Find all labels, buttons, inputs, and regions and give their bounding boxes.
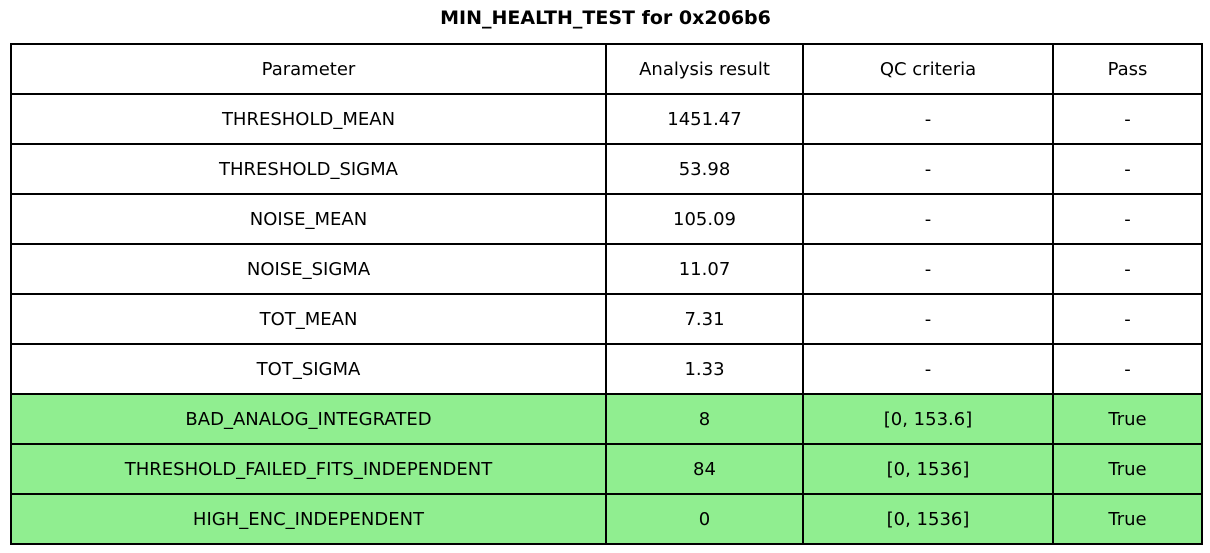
table-row: NOISE_MEAN 105.09 - - [10,193,1203,245]
column-header-analysis-result: Analysis result [605,43,804,95]
cell-analysis-result: 53.98 [605,143,804,195]
cell-parameter: BAD_ANALOG_INTEGRATED [10,393,607,445]
cell-parameter: NOISE_MEAN [10,193,607,245]
cell-qc-criteria: [0, 153.6] [802,393,1054,445]
table-row: TOT_MEAN 7.31 - - [10,293,1203,345]
cell-pass: - [1052,93,1203,145]
cell-pass: - [1052,343,1203,395]
cell-qc-criteria: - [802,193,1054,245]
cell-parameter: THRESHOLD_SIGMA [10,143,607,195]
cell-parameter: TOT_MEAN [10,293,607,345]
cell-analysis-result: 11.07 [605,243,804,295]
cell-analysis-result: 8 [605,393,804,445]
cell-pass: - [1052,243,1203,295]
table-row: THRESHOLD_SIGMA 53.98 - - [10,143,1203,195]
cell-pass: - [1052,143,1203,195]
cell-pass: - [1052,293,1203,345]
cell-parameter: NOISE_SIGMA [10,243,607,295]
table-row-pass: BAD_ANALOG_INTEGRATED 8 [0, 153.6] True [10,393,1203,445]
min-health-test-table: Parameter Analysis result QC criteria Pa… [10,43,1203,545]
column-header-pass: Pass [1052,43,1203,95]
cell-analysis-result: 105.09 [605,193,804,245]
cell-pass: True [1052,393,1203,445]
cell-analysis-result: 7.31 [605,293,804,345]
cell-qc-criteria: [0, 1536] [802,443,1054,495]
cell-parameter: THRESHOLD_MEAN [10,93,607,145]
cell-pass: True [1052,493,1203,545]
header-row: Parameter Analysis result QC criteria Pa… [10,43,1203,95]
table-row: TOT_SIGMA 1.33 - - [10,343,1203,395]
table-row-pass: HIGH_ENC_INDEPENDENT 0 [0, 1536] True [10,493,1203,545]
cell-qc-criteria: - [802,93,1054,145]
cell-qc-criteria: [0, 1536] [802,493,1054,545]
cell-parameter: THRESHOLD_FAILED_FITS_INDEPENDENT [10,443,607,495]
cell-qc-criteria: - [802,293,1054,345]
cell-qc-criteria: - [802,243,1054,295]
table-row: THRESHOLD_MEAN 1451.47 - - [10,93,1203,145]
chart-title: MIN_HEALTH_TEST for 0x206b6 [440,7,771,29]
cell-analysis-result: 84 [605,443,804,495]
cell-pass: - [1052,193,1203,245]
cell-qc-criteria: - [802,143,1054,195]
table-row: NOISE_SIGMA 11.07 - - [10,243,1203,295]
column-header-qc-criteria: QC criteria [802,43,1054,95]
cell-analysis-result: 0 [605,493,804,545]
cell-parameter: HIGH_ENC_INDEPENDENT [10,493,607,545]
table-row-pass: THRESHOLD_FAILED_FITS_INDEPENDENT 84 [0,… [10,443,1203,495]
cell-analysis-result: 1451.47 [605,93,804,145]
column-header-parameter: Parameter [10,43,607,95]
cell-qc-criteria: - [802,343,1054,395]
cell-analysis-result: 1.33 [605,343,804,395]
cell-parameter: TOT_SIGMA [10,343,607,395]
cell-pass: True [1052,443,1203,495]
